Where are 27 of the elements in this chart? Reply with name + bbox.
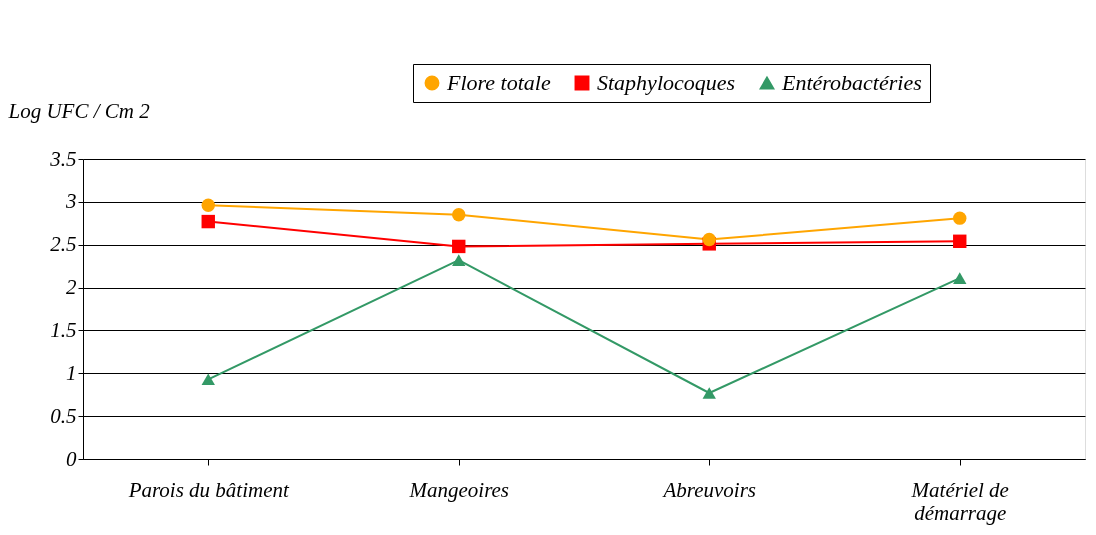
point [452,239,466,254]
y-tick-label: 0.5 [50,403,77,428]
point [953,234,967,248]
y-tick-label: 3.5 [49,146,77,171]
x-tick-label: Mangeoires [408,477,510,502]
point [953,211,967,225]
y-tick-label: 1.5 [50,317,77,342]
legend-label: Flore totale [446,70,551,95]
point [452,254,466,266]
legend-label: Entérobactéries [781,70,922,95]
y-tick-label: 0 [66,446,77,471]
point [452,208,466,222]
point [953,272,967,284]
y-axis-title: Log UFC / Cm 2 [7,98,151,123]
point [201,198,215,212]
y-tick-label: 2.5 [50,232,77,257]
x-tick-label: Matériel de démarrage [910,477,1009,525]
y-tick-label: 1 [66,360,77,385]
legend-label: Staphylocoques [597,70,736,95]
point [702,387,716,399]
point [201,373,215,386]
point [201,214,215,229]
point [702,232,716,247]
y-tick-label: 2 [66,275,77,300]
y-tick-label: 3 [65,189,77,214]
x-tick-label: Parois du bâtiment [127,477,291,502]
x-tick-label: Abreuvoirs [661,477,757,502]
